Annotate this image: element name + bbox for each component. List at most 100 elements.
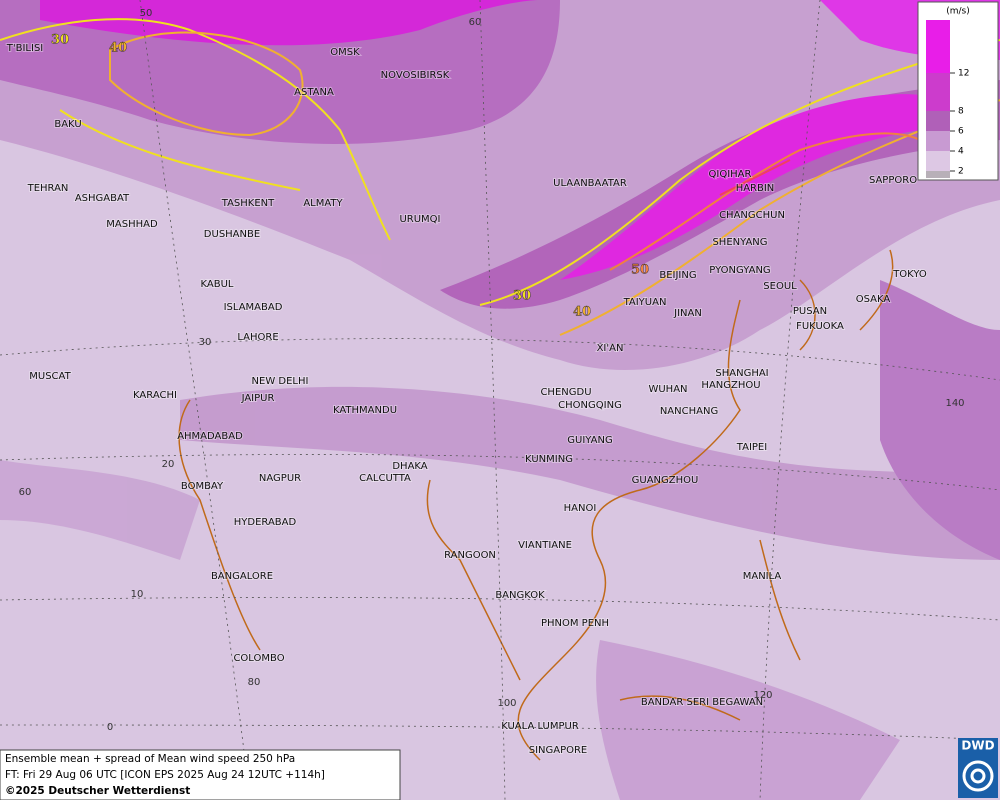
- legend-swatch: [926, 73, 950, 111]
- city-label: LAHORE: [237, 332, 278, 343]
- city-label: CHONGQING: [558, 400, 622, 411]
- city-label: JAIPUR: [241, 393, 275, 404]
- coastlines: [178, 249, 894, 761]
- graticule-label: 120: [753, 690, 772, 701]
- city-label: RANGOON: [444, 550, 496, 561]
- city-label: SEOUL: [763, 281, 797, 292]
- city-label: HANGZHOU: [701, 380, 760, 391]
- city-label: BANGKOK: [495, 590, 545, 601]
- city-label: GUANGZHOU: [632, 475, 699, 486]
- logo-icon: [962, 760, 994, 792]
- city-label: TAIYUAN: [623, 297, 667, 308]
- city-label: SHANGHAI: [715, 368, 768, 379]
- city-label: BAKU: [54, 119, 81, 130]
- legend-tick-label: 6: [958, 127, 964, 137]
- city-label: TASHKENT: [221, 198, 275, 209]
- legend: (m/s) 12 8 6 4 2: [917, 1, 999, 181]
- city-label: OMSK: [330, 47, 360, 58]
- city-label: SHENYANG: [712, 237, 767, 248]
- legend-unit: (m/s): [946, 7, 970, 17]
- city-label: BANGALORE: [211, 571, 273, 582]
- city-label: ISLAMABAD: [224, 302, 283, 313]
- legend-swatch: [926, 20, 950, 73]
- city-label: OSAKA: [856, 294, 891, 305]
- contours: [0, 18, 1000, 336]
- footer-line: Ensemble mean + spread of Mean wind spee…: [5, 753, 295, 765]
- city-label: BANDAR SERI BEGAWAN: [641, 697, 763, 708]
- city-label: PYONGYANG: [709, 265, 770, 276]
- city-label: CALCUTTA: [359, 473, 411, 484]
- city-label: NANCHANG: [660, 406, 718, 417]
- contour-label: 30: [51, 33, 69, 48]
- city-label: DHAKA: [392, 461, 427, 472]
- city-label: URUMQI: [399, 214, 440, 225]
- contour-label: 50: [631, 263, 649, 278]
- city-label: ULAANBAATAR: [553, 178, 627, 189]
- legend-swatch: [926, 131, 950, 151]
- city-label: NAGPUR: [259, 473, 301, 484]
- city-label: TEHRAN: [27, 183, 69, 194]
- city-label: BOMBAY: [181, 481, 224, 492]
- city-label: PUSAN: [793, 306, 827, 317]
- city-label: MASHHAD: [106, 219, 158, 230]
- graticule-label: 60: [19, 487, 32, 498]
- logo: DWD: [958, 738, 998, 798]
- city-label: HANOI: [564, 503, 597, 514]
- graticule-label: 0: [107, 722, 113, 733]
- city-label: HYDERABAD: [234, 517, 297, 528]
- graticule-label: 60: [469, 17, 482, 28]
- footer-line: FT: Fri 29 Aug 06 UTC [ICON EPS 2025 Aug…: [5, 769, 325, 781]
- logo-text: DWD: [961, 739, 994, 753]
- legend-tick-label: 2: [958, 167, 964, 177]
- legend-tick-label: 12: [958, 69, 969, 79]
- graticule-label: 80: [248, 677, 261, 688]
- city-label: COLOMBO: [233, 653, 284, 664]
- city-label: NOVOSIBIRSK: [381, 70, 450, 81]
- legend-swatch: [926, 111, 950, 131]
- city-label: BEIJING: [659, 270, 696, 281]
- city-label: XI'AN: [597, 343, 624, 354]
- city-label: NEW DELHI: [252, 376, 309, 387]
- city-label: MUSCAT: [29, 371, 71, 382]
- graticule-label: 10: [131, 589, 144, 600]
- city-label: VIANTIANE: [518, 540, 572, 551]
- graticule-label: 30: [199, 337, 212, 348]
- legend-tick-label: 4: [958, 147, 964, 157]
- city-label: AHMADABAD: [177, 431, 243, 442]
- city-label: ALMATY: [303, 198, 343, 209]
- city-label: CHANGCHUN: [719, 210, 785, 221]
- contour-label: 40: [573, 305, 591, 320]
- footer-box: [0, 749, 401, 800]
- city-label: QIQIHAR: [709, 169, 752, 180]
- city-label: KUALA LUMPUR: [501, 721, 579, 732]
- legend-swatch: [926, 171, 950, 178]
- legend-swatch: [926, 151, 950, 171]
- city-label: ASHGABAT: [75, 193, 130, 204]
- logo-icon: [970, 768, 986, 784]
- graticule-label: 20: [162, 459, 175, 470]
- city-label: HARBIN: [736, 183, 775, 194]
- city-label: KABUL: [201, 279, 234, 290]
- city-label: SAPPORO: [869, 175, 917, 186]
- city-label: CHENGDU: [540, 387, 591, 398]
- city-label: TOKYO: [892, 269, 927, 280]
- logo-box: [958, 738, 998, 798]
- city-label: KATHMANDU: [333, 405, 397, 416]
- graticule-label: 140: [945, 398, 964, 409]
- city-label: JINAN: [673, 308, 702, 319]
- legend-tick-label: 8: [958, 107, 964, 117]
- city-label: KUNMING: [525, 454, 573, 465]
- city-label: WUHAN: [648, 384, 687, 395]
- graticule-label: 100: [497, 698, 516, 709]
- city-label: T'BILISI: [6, 43, 43, 54]
- graticule-label: 50: [140, 8, 153, 19]
- footer-line: ©2025 Deutscher Wetterdienst: [5, 785, 190, 797]
- city-label: PHNOM PENH: [541, 618, 609, 629]
- city-label: TAIPEI: [736, 442, 767, 453]
- footer: Ensemble mean + spread of Mean wind spee…: [0, 749, 401, 800]
- city-label: FUKUOKA: [796, 321, 844, 332]
- contour-label: 40: [109, 41, 127, 56]
